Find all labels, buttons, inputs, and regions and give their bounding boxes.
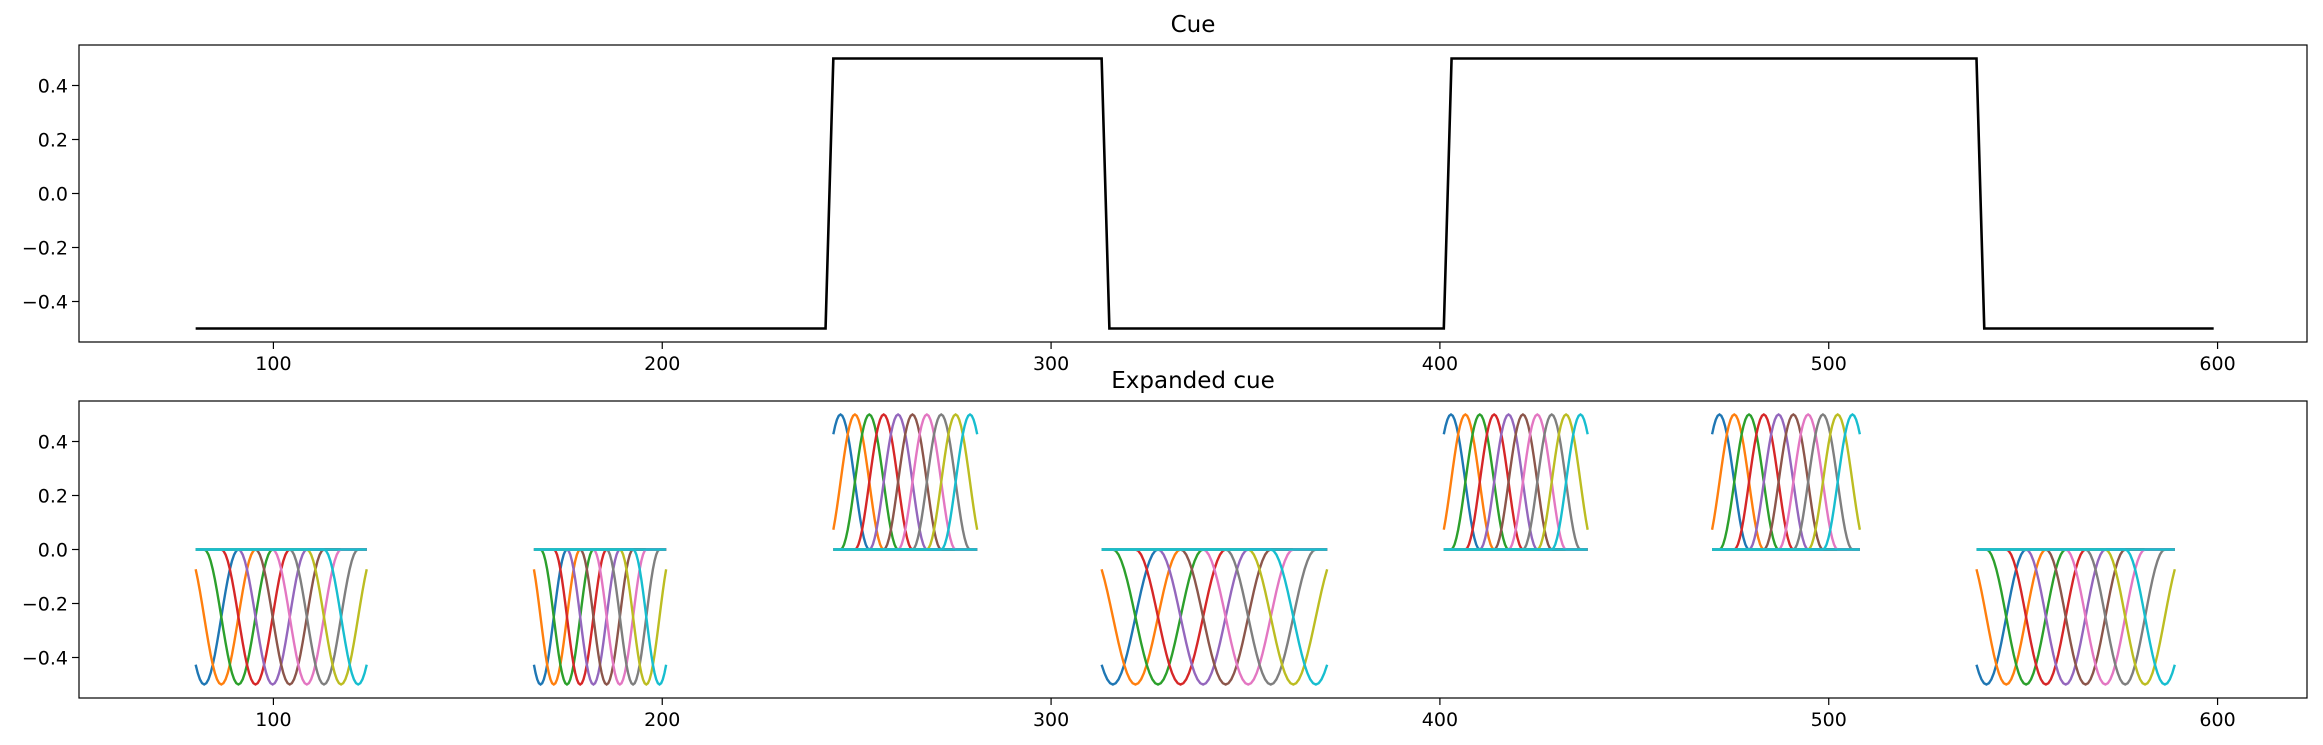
x-tick-label: 600 [2199,353,2235,375]
x-axis: 100 200 300 400 500 600 [255,698,2236,731]
plot-area [195,57,2214,330]
chart-title: Cue [1171,12,1216,38]
x-tick-label: 400 [1422,709,1458,731]
expanded-segment [1100,548,1329,686]
x-tick-label: 100 [255,353,291,375]
expanded-cue-chart: Expanded cue −0.4 −0.2 0.0 0.2 0.4 100 200 300… [22,368,2308,731]
y-tick-label: 0.4 [38,432,68,454]
x-tick-label: 300 [1033,353,1069,375]
axes-frame [78,44,2308,343]
x-tick-label: 200 [644,709,680,731]
cue-line [195,57,2214,330]
y-tick-label: −0.2 [22,238,68,260]
x-tick-label: 500 [1811,709,1847,731]
x-tick-label: 200 [644,353,680,375]
y-tick-label: −0.4 [22,648,68,670]
chart-title: Expanded cue [1111,368,1274,394]
x-tick-label: 400 [1422,353,1458,375]
x-axis: 100 200 300 400 500 600 [255,342,2236,375]
y-tick-label: 0.4 [38,76,68,98]
expanded-segment [194,548,368,686]
y-tick-label: 0.2 [38,486,68,508]
expanded-segment [532,548,668,687]
x-tick-label: 600 [2199,709,2235,731]
expanded-segment [832,413,979,551]
expanded-segment [1442,413,1589,551]
y-axis: −0.4 −0.2 0.0 0.2 0.4 [22,76,79,314]
expanded-segment [1710,413,1862,551]
expanded-segment [1975,548,2176,686]
y-tick-label: −0.4 [22,292,68,314]
y-axis: −0.4 −0.2 0.0 0.2 0.4 [22,432,79,670]
y-tick-label: 0.2 [38,130,68,152]
y-tick-label: −0.2 [22,594,68,616]
cue-chart: Cue −0.4 −0.2 0.0 0.2 0.4 100 200 300 400 500 600 [22,12,2308,375]
x-tick-label: 500 [1811,353,1847,375]
y-tick-label: 0.0 [38,540,68,562]
axes-frame [78,400,2308,699]
x-tick-label: 100 [255,709,291,731]
y-tick-label: 0.0 [38,184,68,206]
x-tick-label: 300 [1033,709,1069,731]
plot-area [194,413,2176,687]
